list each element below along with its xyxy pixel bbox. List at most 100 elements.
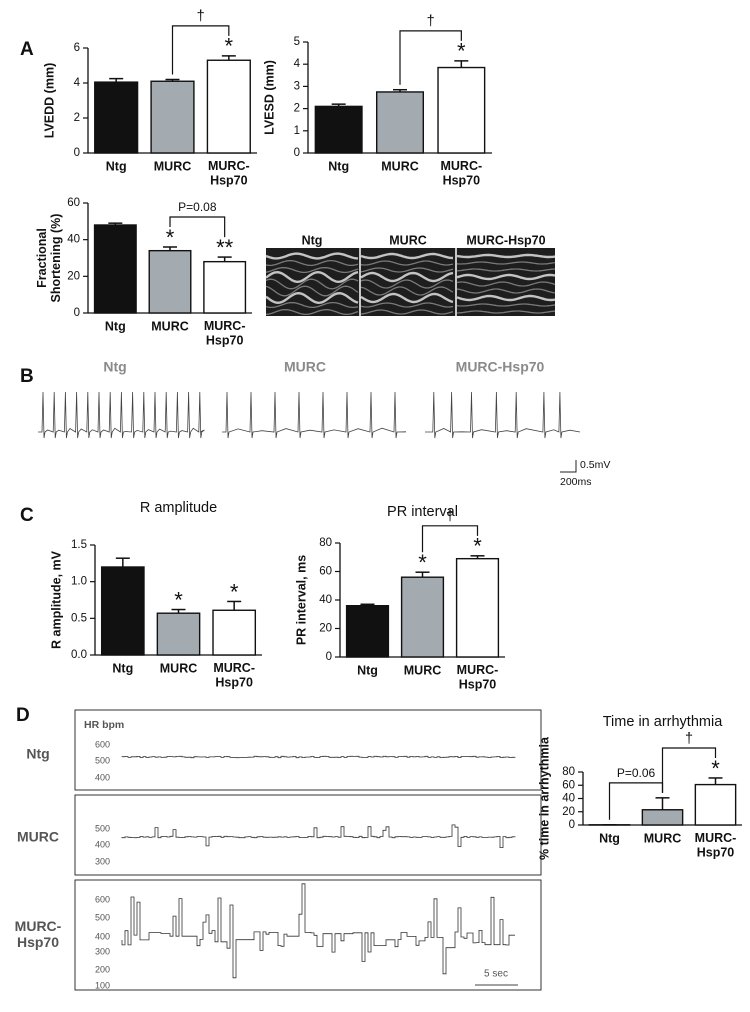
significance-label: * <box>711 756 720 781</box>
significance-label: * <box>230 579 239 604</box>
x-tick-label: MURC-Hsp70 <box>695 831 737 859</box>
echo-trace <box>265 259 359 267</box>
significance-label: * <box>457 39 466 64</box>
significance-label: * <box>418 550 427 575</box>
y-tick-label: 1 <box>294 125 300 137</box>
y-tick-label: 4 <box>74 77 81 89</box>
echo-trace <box>456 294 556 302</box>
x-tick-label: Ntg <box>357 663 378 677</box>
hr-label: Ntg <box>26 746 49 762</box>
echo-label: MURC-Hsp70 <box>466 233 545 247</box>
y-tick-label: 20 <box>562 806 575 818</box>
hr-tick-label: 400 <box>95 839 110 849</box>
y-tick-label: 60 <box>67 197 80 209</box>
echo-trace <box>360 271 454 283</box>
bar <box>94 81 139 154</box>
echo-trace <box>360 260 454 266</box>
bar <box>212 609 257 656</box>
y-tick-label: 0.5 <box>71 612 87 624</box>
y-tick-label: 0 <box>294 147 300 159</box>
echo-trace <box>265 278 359 290</box>
comparison-bracket <box>171 25 230 75</box>
ecg-scale-time: 200ms <box>560 476 592 488</box>
comparison-label: † <box>197 9 205 25</box>
echo-trace <box>360 302 454 308</box>
bar <box>455 557 500 658</box>
significance-label: * <box>225 34 234 59</box>
y-tick-label: 1.5 <box>71 539 87 551</box>
y-tick-label: 0 <box>326 651 332 663</box>
hr-tick-label: 300 <box>95 946 110 956</box>
hr-trace <box>121 755 516 759</box>
hr-tick-label: 400 <box>95 931 110 941</box>
x-tick-label: Ntg <box>105 319 126 333</box>
comparison-label: P=0.08 <box>178 200 217 214</box>
y-tick-label: 4 <box>294 58 301 70</box>
bar <box>694 783 737 826</box>
ecg-scale-bar <box>560 460 577 473</box>
hr-tick-label: 500 <box>95 755 110 765</box>
ecg-trace <box>38 391 205 439</box>
echo-trace <box>456 310 556 314</box>
ecg-label: MURC-Hsp70 <box>456 359 545 375</box>
echo-trace <box>265 266 359 274</box>
y-tick-label: 6 <box>74 42 80 54</box>
y-tick-label: 0 <box>74 307 80 319</box>
bar <box>156 612 201 656</box>
y-tick-label: 1.0 <box>71 576 87 588</box>
x-tick-label: MURC <box>644 831 682 845</box>
y-tick-label: 5 <box>294 36 300 48</box>
hr-trace <box>121 883 515 979</box>
y-tick-label: 40 <box>562 793 575 805</box>
ecg-trace <box>222 391 407 439</box>
y-tick-label: 80 <box>562 766 575 778</box>
echo-trace <box>456 253 556 259</box>
x-tick-label: Ntg <box>112 661 133 675</box>
echo-trace <box>360 309 454 315</box>
y-tick-label: 0 <box>74 147 80 159</box>
hr-label: MURC <box>17 829 59 845</box>
echo-trace <box>265 291 359 305</box>
significance-label: ** <box>216 235 234 260</box>
hr-trace <box>121 824 516 848</box>
y-tick-label: 60 <box>319 566 332 578</box>
x-tick-label: MURC <box>404 663 442 677</box>
hr-scale: 5 sec <box>484 969 508 980</box>
comparison-bracket <box>421 525 479 553</box>
comparison-bracket <box>169 216 226 238</box>
panel-label: A <box>20 39 34 60</box>
x-tick-label: MURC <box>160 661 198 675</box>
bar <box>203 260 247 314</box>
y-tick-label: 80 <box>319 537 332 549</box>
comparison-bracket <box>661 747 717 793</box>
echo-trace <box>456 273 556 281</box>
echo-trace <box>265 301 359 309</box>
echo-trace <box>456 288 556 294</box>
hr-label: MURC-Hsp70 <box>15 918 62 950</box>
comparison-label: P=0.06 <box>617 766 656 780</box>
echo-trace <box>360 267 454 273</box>
hr-box <box>74 879 542 991</box>
y-tick-label: 20 <box>67 270 80 282</box>
x-tick-label: MURC-Hsp70 <box>457 663 499 691</box>
significance-label: * <box>174 587 183 612</box>
y-tick-label: 20 <box>319 623 332 635</box>
y-tick-label: 40 <box>67 234 80 246</box>
ecg-label: Ntg <box>103 359 126 375</box>
hr-box <box>74 794 542 876</box>
x-tick-label: MURC-Hsp70 <box>213 661 255 689</box>
ecg-scale-voltage: 0.5mV <box>580 459 610 471</box>
ecg-label: MURC <box>284 359 326 375</box>
significance-label: * <box>473 534 482 559</box>
echo-label: Ntg <box>302 233 323 247</box>
panel-label: C <box>20 505 34 526</box>
bar <box>345 605 390 658</box>
x-tick-label: MURC-Hsp70 <box>440 159 482 187</box>
echo-trace <box>360 279 454 289</box>
echo-trace <box>360 252 454 260</box>
bar <box>93 224 137 314</box>
hr-tick-label: 300 <box>95 856 110 866</box>
echo-trace <box>360 286 454 296</box>
comparison-bracket <box>399 30 462 85</box>
echo-trace <box>456 281 556 287</box>
